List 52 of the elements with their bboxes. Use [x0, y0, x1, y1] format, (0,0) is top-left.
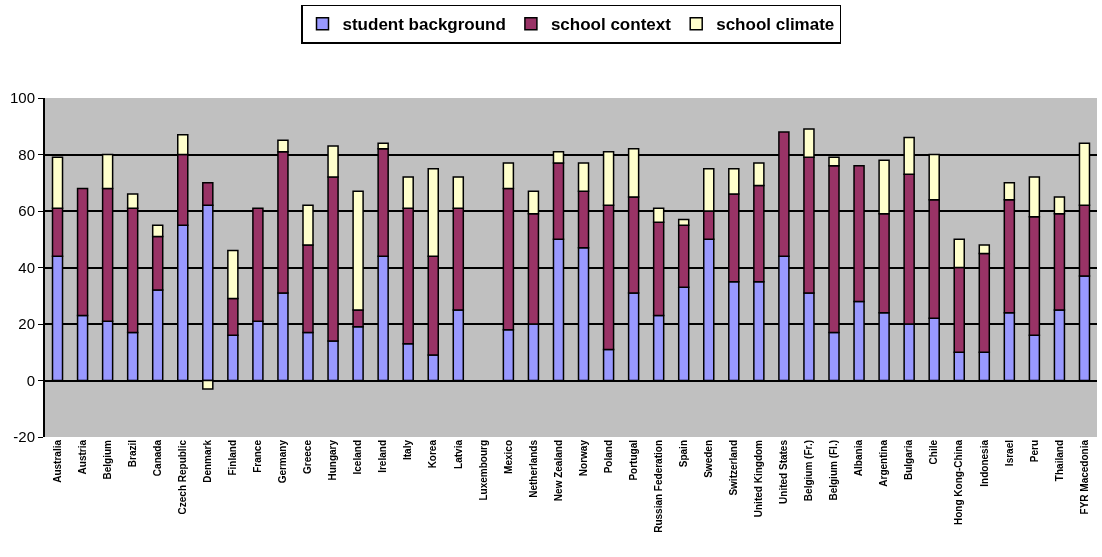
legend-label: student background: [342, 15, 506, 35]
y-tick-label: 60: [18, 202, 35, 220]
x-tick-label: Portugal: [627, 439, 639, 481]
x-tick-label: Greece: [302, 439, 314, 474]
y-tick-label: 40: [18, 258, 35, 276]
x-tick-label: Hong Kong-China: [953, 439, 965, 525]
x-tick-label: New Zealand: [552, 440, 564, 502]
x-tick-label: Peru: [1028, 440, 1040, 463]
x-tick-label: Chile: [928, 439, 940, 465]
x-tick-label: United States: [778, 439, 790, 504]
x-tick-label: Albania: [853, 439, 865, 477]
x-tick-label: FYR Macedonia: [1078, 439, 1090, 515]
legend-label: school climate: [716, 15, 835, 35]
x-tick-label: Czech Republic: [177, 439, 189, 515]
x-tick-label: Australia: [51, 439, 63, 483]
x-tick-label: Mexico: [502, 440, 514, 474]
x-tick-label: Hungary: [327, 439, 339, 481]
x-tick-label: Italy: [402, 439, 414, 461]
x-tick-label: Korea: [427, 439, 439, 469]
x-tick-label: Brazil: [126, 439, 138, 468]
x-tick-label: Sweden: [703, 440, 715, 478]
x-tick-label: Netherlands: [527, 439, 539, 498]
x-tick-label: Latvia: [452, 439, 464, 469]
x-tick-label: Poland: [602, 440, 614, 474]
x-tick-label: Belgium (Fl.): [828, 440, 840, 501]
x-tick-label: Argentina: [878, 439, 890, 487]
x-tick-label: Iceland: [352, 440, 364, 475]
y-tick-label: -20: [13, 428, 35, 446]
x-tick-label: Denmark: [202, 439, 214, 483]
x-tick-label: Finland: [227, 440, 239, 476]
x-tick-label: Thailand: [1053, 440, 1065, 482]
y-tick-label: 100: [9, 89, 35, 107]
x-tick-label: Indonesia: [978, 439, 990, 487]
x-tick-label: Switzerland: [728, 440, 740, 496]
legend-label: school context: [550, 15, 672, 35]
x-tick-label: France: [252, 439, 264, 473]
x-tick-label: Canada: [151, 439, 163, 477]
x-tick-label: Spain: [677, 440, 689, 468]
x-tick-label: Bulgaria: [903, 439, 915, 481]
y-tick-label: 0: [26, 371, 35, 389]
x-tick-label: Norway: [577, 439, 589, 477]
y-tick-label: 80: [18, 145, 35, 163]
x-tick-label: Ireland: [377, 440, 389, 473]
x-tick-label: Belgium: [101, 439, 113, 480]
x-tick-label: Luxembourg: [477, 440, 489, 501]
x-tick-label: Belgium (Fr.): [803, 440, 815, 502]
y-tick-label: 20: [18, 315, 35, 333]
x-tick-label: Germany: [277, 439, 289, 484]
x-tick-label: Israel: [1003, 439, 1015, 467]
x-tick-label: Russian Federation: [652, 440, 664, 533]
x-tick-label: United Kingdom: [753, 439, 765, 518]
x-tick-label: Austria: [76, 439, 88, 475]
